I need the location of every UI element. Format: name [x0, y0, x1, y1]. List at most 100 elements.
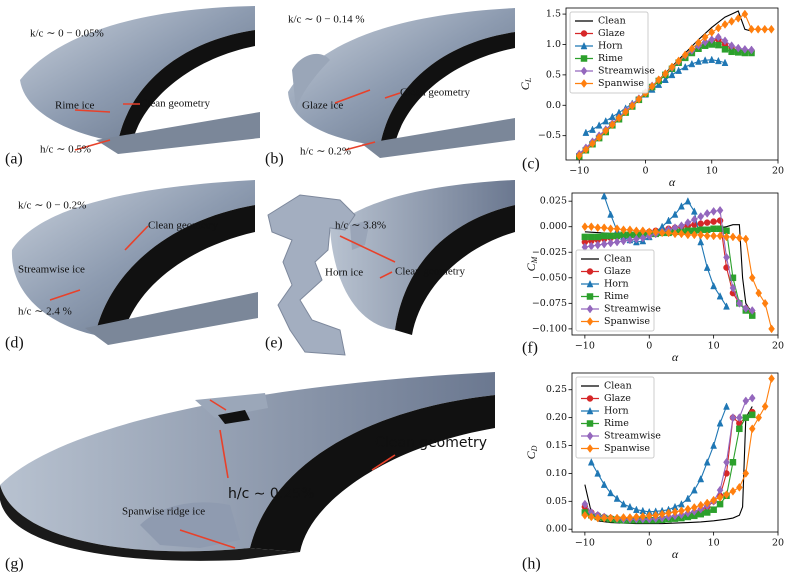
x-tick-label: 20 — [772, 166, 784, 177]
marker — [639, 233, 647, 243]
marker — [609, 120, 616, 130]
marker — [710, 206, 717, 216]
marker — [635, 94, 643, 104]
marker — [652, 510, 659, 520]
x-axis-label: α — [672, 547, 679, 561]
marker — [734, 43, 742, 53]
marker — [701, 37, 709, 47]
marker — [710, 281, 718, 290]
marker — [721, 19, 729, 29]
marker — [639, 511, 647, 521]
marker — [613, 237, 621, 247]
marker — [755, 413, 762, 423]
marker — [729, 413, 737, 423]
marker — [721, 36, 729, 46]
marker — [742, 469, 750, 478]
marker — [652, 227, 659, 237]
marker — [645, 227, 653, 237]
y-tick-label: −0.050 — [532, 272, 567, 283]
marker — [716, 231, 724, 241]
marker — [736, 425, 743, 433]
marker — [701, 56, 709, 64]
marker — [678, 202, 685, 210]
x-tick-label: 10 — [706, 166, 718, 177]
marker — [748, 24, 755, 34]
marker — [708, 35, 716, 45]
marker — [645, 511, 653, 521]
x-tick-label: 0 — [642, 166, 648, 177]
marker — [729, 274, 737, 282]
annotation: Horn ice — [325, 267, 363, 279]
marker — [729, 486, 737, 496]
plot-area — [581, 374, 775, 525]
marker — [600, 223, 608, 233]
marker — [708, 55, 716, 63]
marker — [691, 230, 698, 240]
legend-label: Rime — [598, 53, 623, 64]
y-axis-label-sub: L — [524, 77, 533, 83]
legend-box — [569, 11, 649, 94]
marker — [665, 508, 672, 518]
marker — [742, 414, 750, 421]
marker — [684, 494, 692, 502]
legend-label: Horn — [604, 279, 629, 290]
marker — [588, 233, 595, 241]
marker — [580, 30, 588, 37]
legend-label: Spanwise — [598, 78, 644, 89]
annotation: Streamwise ice — [18, 264, 85, 276]
render-d — [11, 180, 258, 345]
marker — [723, 252, 730, 262]
marker — [600, 193, 608, 200]
marker — [594, 233, 601, 241]
marker — [710, 231, 717, 241]
annotation: k/c ∼ 0 − 0.05% — [30, 28, 104, 40]
x-tick-label: 20 — [772, 341, 784, 352]
marker — [620, 225, 627, 235]
marker — [607, 232, 614, 240]
marker — [678, 229, 685, 239]
marker — [729, 459, 737, 466]
marker — [729, 283, 737, 293]
marker — [678, 506, 685, 516]
marker — [589, 139, 596, 149]
marker — [768, 324, 775, 334]
marker — [675, 56, 682, 66]
marker — [736, 298, 743, 308]
marker — [701, 32, 709, 42]
marker — [595, 121, 603, 129]
marker — [602, 116, 610, 125]
marker — [684, 230, 692, 240]
legend-label: Rime — [604, 418, 629, 429]
marker — [671, 229, 679, 239]
y-axis-label-main: C — [518, 81, 532, 90]
marker — [715, 41, 722, 49]
marker — [723, 457, 730, 467]
marker — [665, 228, 672, 238]
legend-box — [575, 376, 655, 459]
marker — [648, 82, 656, 91]
marker — [710, 218, 717, 225]
legend-label: Spanwise — [604, 443, 650, 454]
marker — [697, 230, 705, 240]
y-tick-label: −0.075 — [532, 298, 567, 309]
marker — [703, 209, 711, 218]
legend-label: Glaze — [604, 393, 631, 404]
plot-frame — [571, 372, 779, 533]
marker — [608, 112, 616, 121]
y-tick-label: 0.000 — [540, 221, 567, 232]
annotation: Glaze ice — [302, 100, 343, 112]
annotation: h/c ∼ 0.2% — [300, 146, 351, 158]
marker — [761, 298, 769, 308]
marker — [633, 234, 640, 244]
marker — [580, 55, 588, 62]
marker — [721, 58, 729, 66]
y-axis-label-main: C — [524, 262, 538, 271]
marker — [586, 279, 594, 288]
marker — [716, 500, 724, 508]
marker — [613, 513, 621, 523]
marker — [691, 215, 698, 224]
marker — [690, 486, 698, 494]
annotation: Clean geometry — [140, 98, 210, 110]
annotation: Spanwise ridge ice — [122, 506, 205, 518]
marker — [681, 62, 689, 71]
